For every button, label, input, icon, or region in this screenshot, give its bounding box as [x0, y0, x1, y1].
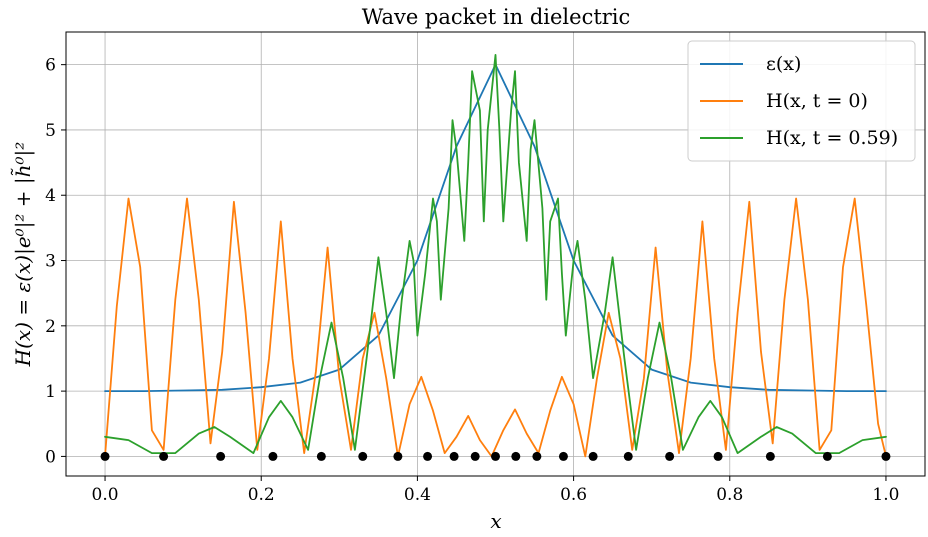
- node-marker: [665, 451, 675, 461]
- node-marker: [558, 451, 568, 461]
- x-tick-label: 0.4: [404, 485, 431, 505]
- node-marker: [822, 451, 832, 461]
- x-tick-label: 0.6: [560, 485, 587, 505]
- node-marker: [713, 451, 723, 461]
- y-tick-label: 2: [45, 317, 56, 337]
- node-marker: [765, 451, 775, 461]
- plot-frame: [65, 31, 926, 477]
- y-axis-label: H(x) = ε(x)|e⁰|² + |h̃⁰|²: [11, 142, 36, 368]
- y-tick-label: 1: [45, 382, 56, 402]
- node-marker: [623, 451, 633, 461]
- x-axis-label: x: [490, 509, 501, 533]
- x-tick-label: 1.0: [872, 485, 899, 505]
- legend-label-eps: ε(x): [766, 53, 801, 75]
- node-marker: [216, 451, 226, 461]
- legend-box: [687, 40, 916, 162]
- node-marker: [449, 451, 459, 461]
- y-tick-label: 3: [45, 252, 56, 272]
- series-layer: [104, 54, 887, 458]
- legend-label-h059: H(x, t = 0.59): [766, 127, 898, 149]
- node-marker: [470, 451, 480, 461]
- node-marker: [532, 451, 542, 461]
- node-marker: [358, 451, 368, 461]
- x-tick-label: 0.8: [716, 485, 743, 505]
- x-axis: 0.0 0.2 0.4 0.6 0.8 1.0: [92, 476, 899, 505]
- y-axis: 0 1 2 3 4 5 6: [45, 56, 66, 467]
- node-marker: [100, 451, 110, 461]
- node-marker: [588, 451, 598, 461]
- series-h-t0-line: [104, 197, 887, 458]
- node-marker: [511, 451, 521, 461]
- x-tick-label: 0.0: [92, 485, 119, 505]
- node-marker: [881, 451, 891, 461]
- y-tick-label: 5: [45, 121, 56, 141]
- y-tick-label: 0: [45, 447, 56, 467]
- y-tick-label: 6: [45, 56, 56, 76]
- node-marker: [491, 451, 500, 461]
- legend-label-h0: H(x, t = 0): [766, 90, 868, 112]
- x-tick-label: 0.2: [248, 485, 275, 505]
- node-marker: [393, 451, 403, 461]
- chart-title: Wave packet in dielectric: [362, 5, 631, 29]
- legend: ε(x) H(x, t = 0) H(x, t = 0.59): [687, 40, 916, 162]
- marker-layer: [100, 451, 891, 461]
- series-h-t059-line: [104, 54, 887, 455]
- y-tick-label: 4: [45, 186, 56, 206]
- node-marker: [159, 451, 169, 461]
- node-marker: [316, 451, 326, 461]
- node-marker: [423, 451, 433, 461]
- node-marker: [268, 451, 278, 461]
